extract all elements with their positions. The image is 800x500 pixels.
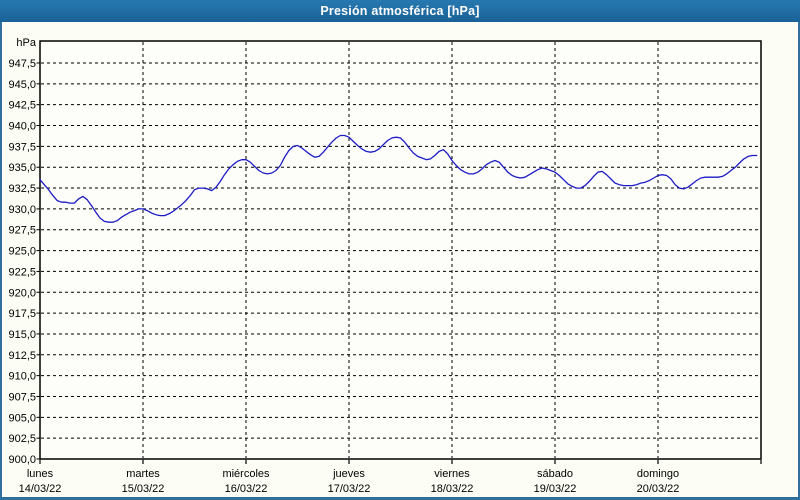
- y-tick-label: 937,5: [8, 141, 36, 153]
- window-titlebar[interactable]: Presión atmosférica [hPa]: [0, 0, 800, 22]
- y-tick-label: 905,0: [8, 412, 36, 424]
- y-tick-label: 930,0: [8, 204, 36, 216]
- plot-frame: [39, 40, 762, 460]
- x-day-label: lunes: [27, 468, 54, 480]
- x-date-label: 17/03/22: [328, 483, 371, 495]
- x-day-label: miércoles: [222, 468, 270, 480]
- y-tick-label: 922,5: [8, 266, 36, 278]
- y-tick-label: 917,5: [8, 308, 36, 320]
- y-tick-label: 907,5: [8, 391, 36, 403]
- y-tick-label: 920,0: [8, 287, 36, 299]
- y-axis-unit-label: hPa: [16, 37, 36, 49]
- x-date-label: 18/03/22: [431, 483, 474, 495]
- window-title: Presión atmosférica [hPa]: [320, 4, 480, 18]
- x-day-label: viernes: [434, 468, 470, 480]
- y-tick-label: 927,5: [8, 225, 36, 237]
- x-day-label: martes: [126, 468, 160, 480]
- y-tick-label: 900,0: [8, 454, 36, 466]
- window-border-left: [0, 22, 2, 500]
- y-tick-label: 912,5: [8, 350, 36, 362]
- x-day-label: jueves: [332, 468, 365, 480]
- window-border-bottom: [0, 497, 800, 500]
- x-day-label: domingo: [637, 468, 679, 480]
- y-tick-label: 935,0: [8, 162, 36, 174]
- y-tick-label: 932,5: [8, 183, 36, 195]
- x-day-label: sábado: [537, 468, 573, 480]
- x-date-label: 19/03/22: [534, 483, 577, 495]
- y-tick-label: 925,0: [8, 246, 36, 258]
- y-tick-label: 915,0: [8, 329, 36, 341]
- x-date-label: 16/03/22: [225, 483, 268, 495]
- x-axis: lunes 14/03/22 martes 15/03/22 miércoles 16/0…: [19, 42, 762, 495]
- x-date-label: 20/03/22: [637, 483, 680, 495]
- y-tick-label: 902,5: [8, 433, 36, 445]
- y-tick-label: 940,0: [8, 121, 36, 133]
- y-tick-label: 947,5: [8, 58, 36, 70]
- x-date-label: 14/03/22: [19, 483, 62, 495]
- x-date-label: 15/03/22: [122, 483, 165, 495]
- window-border-right: [798, 22, 800, 500]
- y-tick-label: 942,5: [8, 100, 36, 112]
- y-tick-label: 910,0: [8, 371, 36, 383]
- y-axis: hPa 947,5 945,0 942,5 940,0 937,5 935,0 932,5 93…: [8, 37, 760, 466]
- y-tick-label: 945,0: [8, 79, 36, 91]
- pressure-series-line: [39, 134, 758, 223]
